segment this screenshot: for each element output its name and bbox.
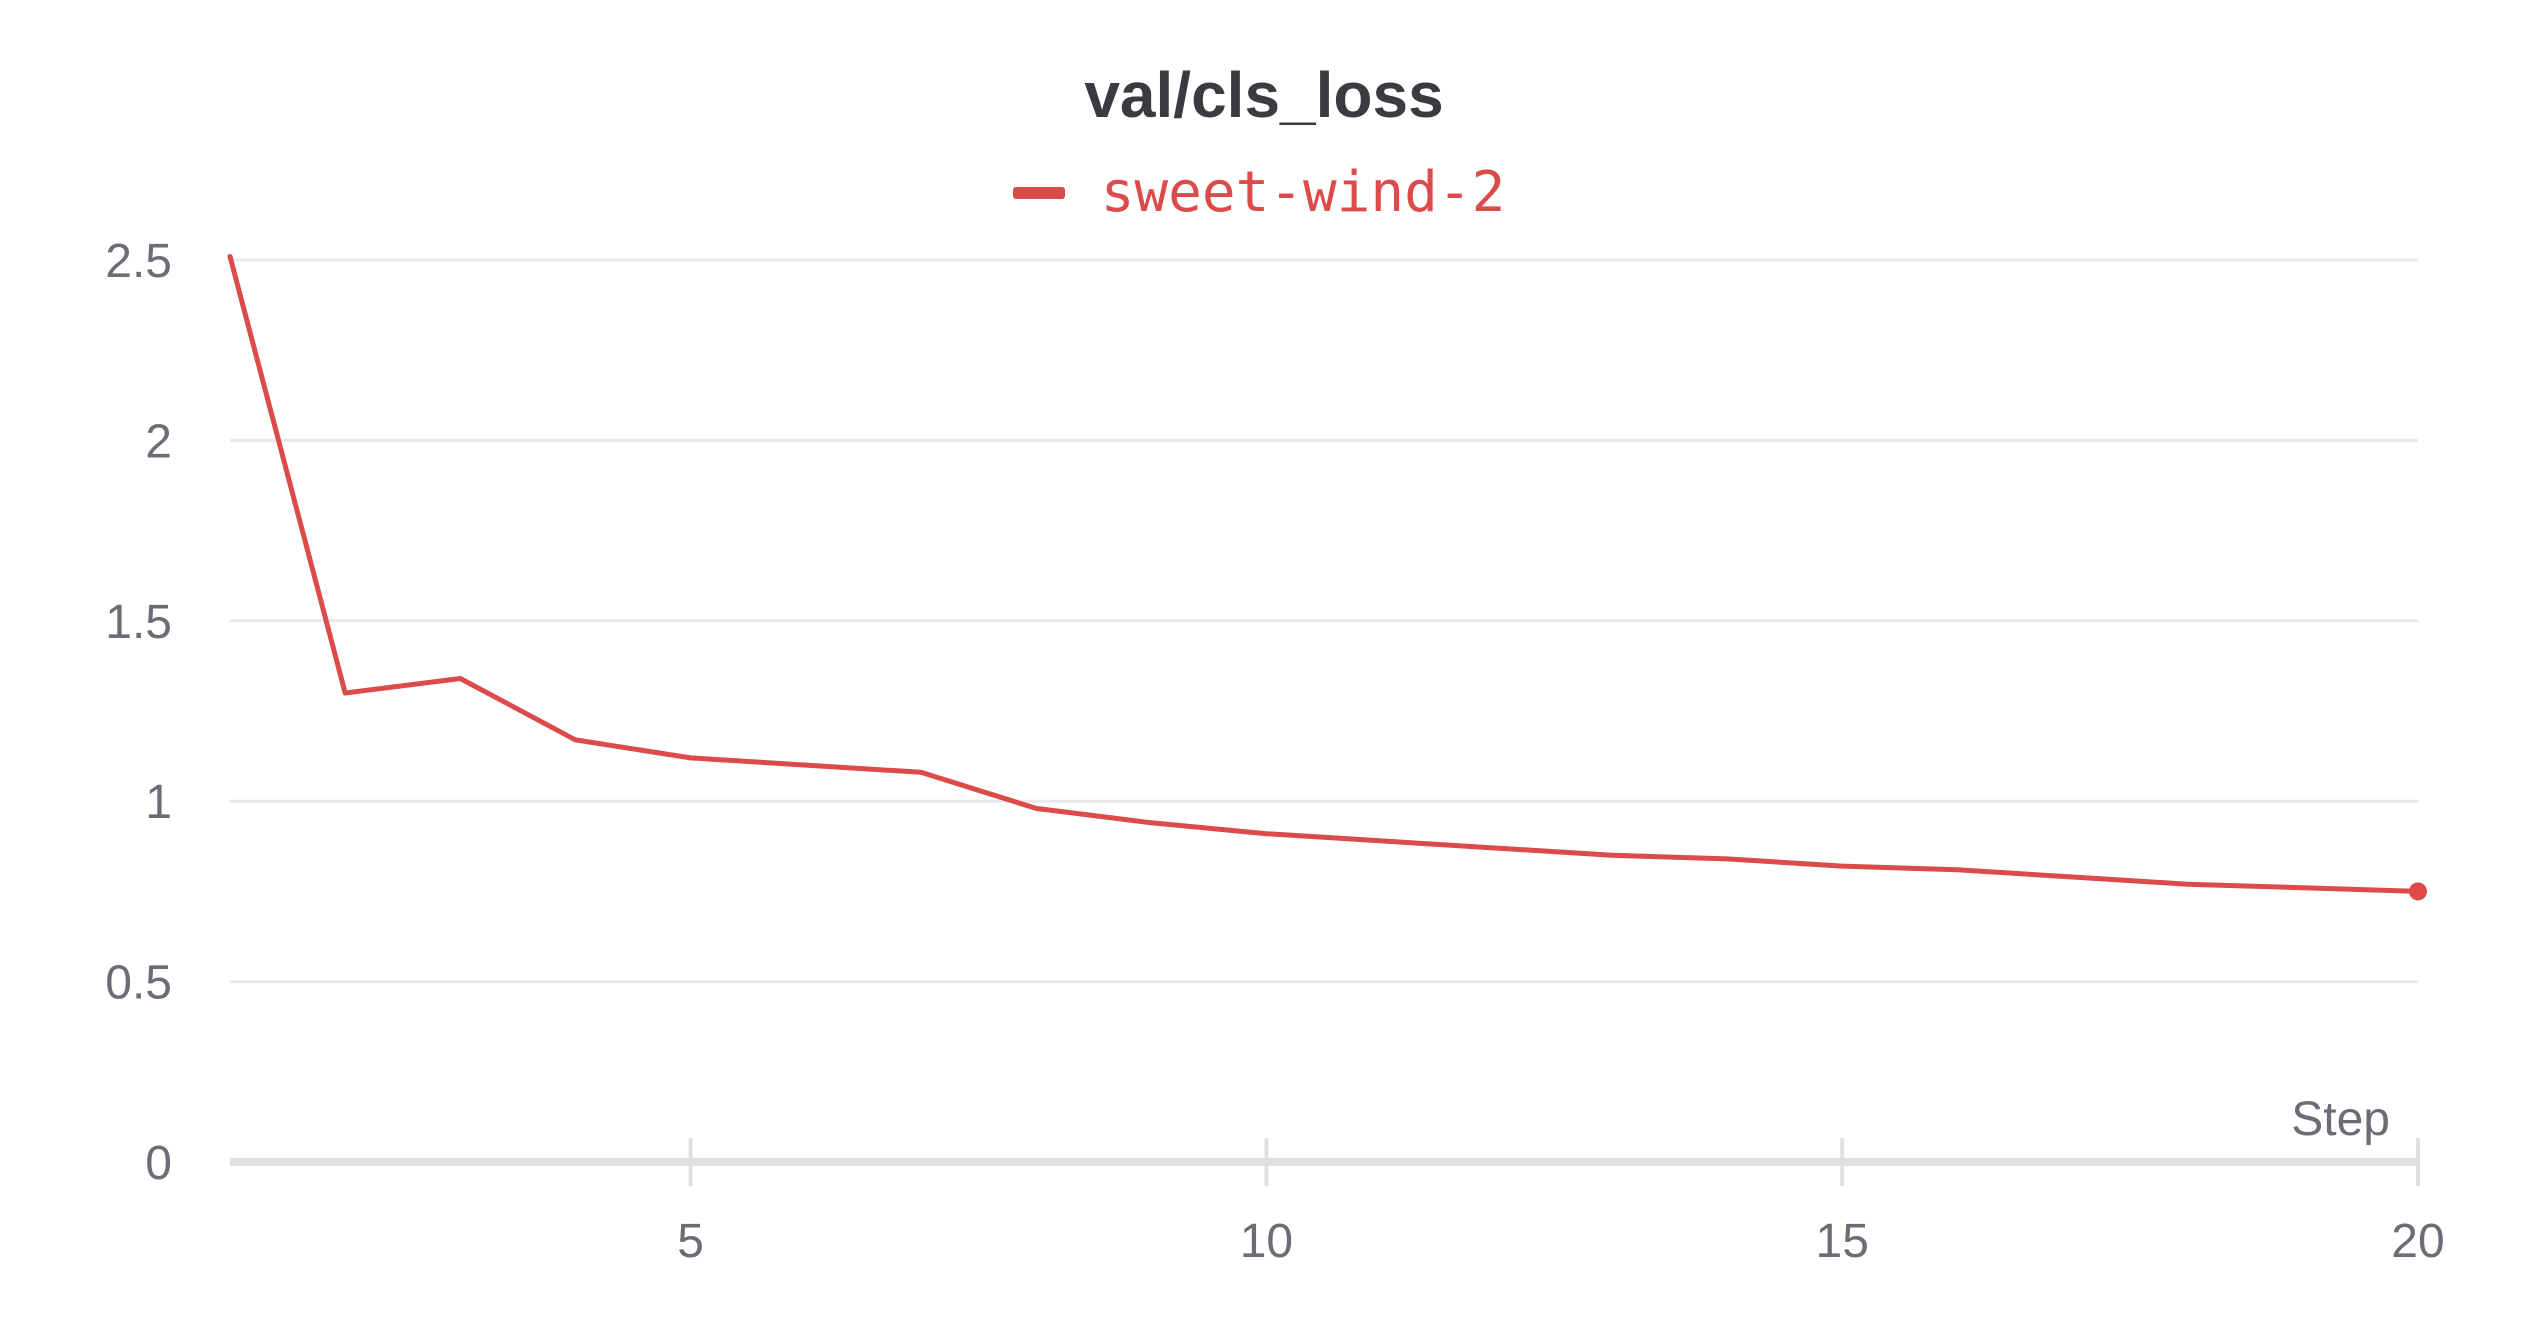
x-tick-label: 20 [2391,1215,2444,1268]
x-axis-title: Step [2291,1093,2390,1146]
y-tick-label: 1.5 [105,596,172,649]
x-tick-label: 10 [1240,1215,1293,1268]
y-tick-label: 0.5 [105,957,172,1010]
y-tick-label: 2 [145,415,172,468]
y-tick-label: 1 [145,776,172,829]
series-line [227,253,2421,894]
y-tick-label: 0 [145,1137,172,1190]
chart-title: val/cls_loss [1084,59,1444,131]
last-point-marker [2409,882,2427,901]
x-tick-label: 5 [677,1215,704,1268]
legend-label: sweet-wind-2 [1100,160,1506,225]
y-tick-label: 2.5 [105,235,172,288]
x-tick-label: 15 [1816,1215,1869,1268]
legend[interactable]: sweet-wind-2 [0,160,2528,225]
legend-swatch [1012,186,1065,199]
